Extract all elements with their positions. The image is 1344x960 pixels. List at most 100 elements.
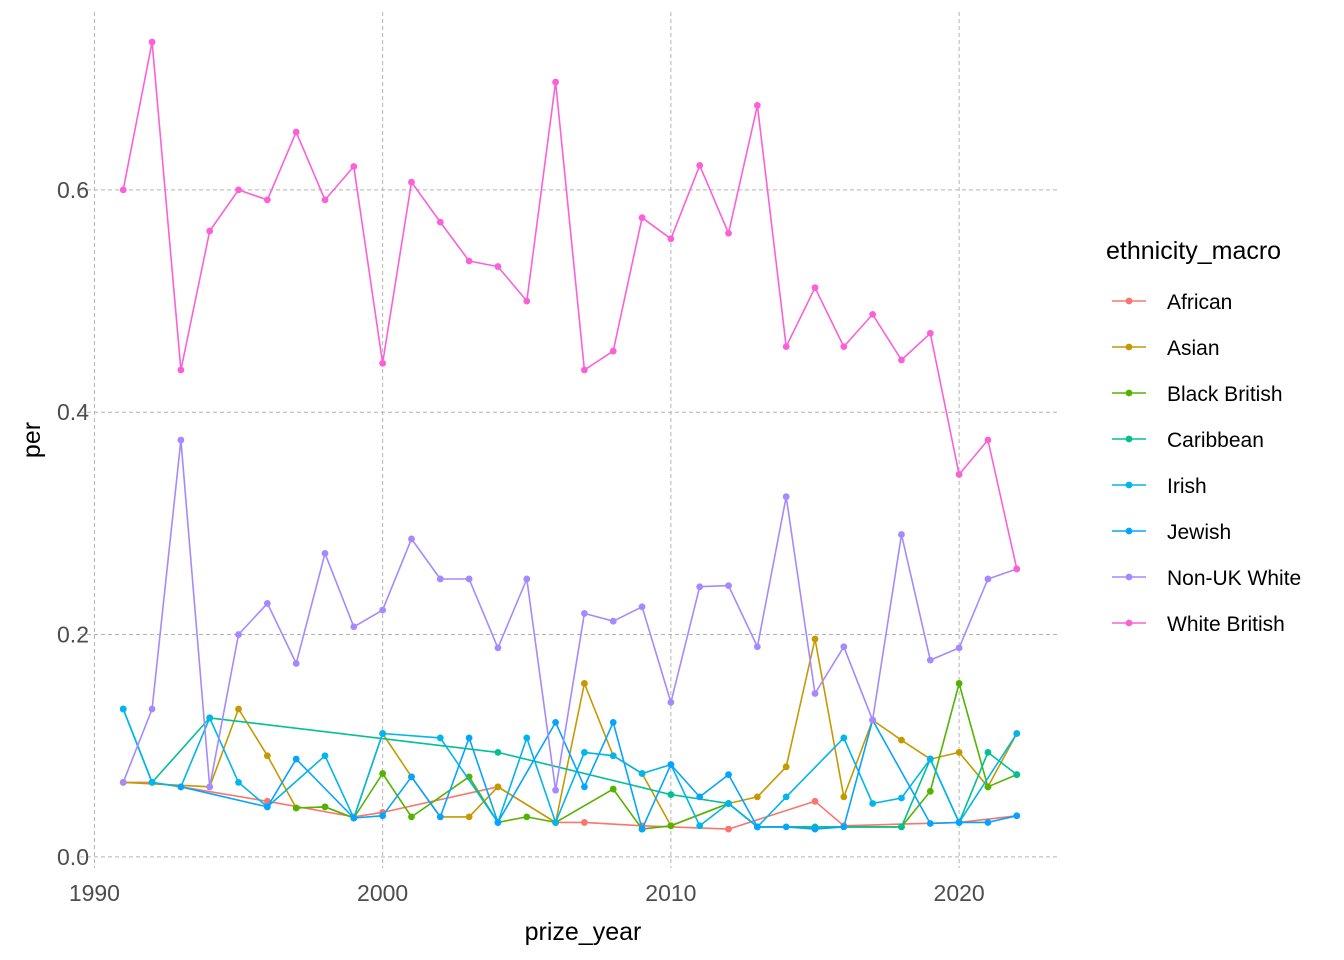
data-point-white-british xyxy=(753,101,761,109)
legend-title: ethnicity_macro xyxy=(1106,237,1281,265)
legend-item-african: African xyxy=(1112,291,1232,314)
data-point-irish xyxy=(119,705,127,713)
legend-key-point xyxy=(1125,343,1133,351)
data-point-asian xyxy=(465,813,473,821)
data-point-white-british xyxy=(436,218,444,226)
data-point-irish xyxy=(609,752,617,760)
data-point-jewish xyxy=(177,783,185,791)
data-point-non-uk-white xyxy=(177,436,185,444)
series-line-white-british xyxy=(122,41,1018,570)
data-point-white-british xyxy=(782,343,790,351)
data-point-non-uk-white xyxy=(321,549,329,557)
data-point-caribbean xyxy=(898,823,905,831)
data-point-asian xyxy=(235,705,242,713)
data-point-white-british xyxy=(148,38,156,46)
data-point-irish xyxy=(321,752,329,760)
data-point-asian xyxy=(494,783,502,791)
series-irish xyxy=(119,705,1021,831)
data-point-white-british xyxy=(321,196,329,204)
data-point-caribbean xyxy=(984,748,992,756)
data-point-non-uk-white xyxy=(235,631,242,638)
data-point-white-british xyxy=(725,229,732,237)
data-point-white-british xyxy=(119,186,127,194)
data-point-white-british xyxy=(292,128,300,136)
data-point-african xyxy=(811,797,819,805)
data-point-non-uk-white xyxy=(955,644,963,652)
series-layer xyxy=(119,38,1021,833)
data-point-non-uk-white xyxy=(753,643,761,651)
data-point-jewish xyxy=(581,783,588,791)
data-point-irish xyxy=(696,822,704,830)
data-point-non-uk-white xyxy=(436,575,444,583)
x-tick-label: 2010 xyxy=(645,880,696,906)
data-point-non-uk-white xyxy=(869,716,877,724)
data-point-irish xyxy=(235,779,242,786)
data-point-asian xyxy=(782,763,790,771)
data-point-jewish xyxy=(350,814,358,822)
x-tick-label: 2000 xyxy=(357,880,408,906)
legend-key-point xyxy=(1125,435,1133,443)
x-axis-title: prize_year xyxy=(525,918,642,946)
legend-key-point xyxy=(1125,389,1133,397)
legend-label: Black British xyxy=(1167,383,1283,406)
data-point-non-uk-white xyxy=(840,643,848,651)
legend-item-white-british: White British xyxy=(1112,613,1285,636)
data-point-non-uk-white xyxy=(350,623,358,631)
data-point-white-british xyxy=(638,214,646,222)
data-point-black-british xyxy=(379,770,387,777)
data-point-jewish xyxy=(494,819,502,826)
legend-label: Asian xyxy=(1167,337,1220,360)
data-point-african xyxy=(725,825,732,833)
legend-key-point xyxy=(1125,573,1133,581)
data-point-non-uk-white xyxy=(696,583,704,591)
data-point-jewish xyxy=(638,825,646,833)
data-point-white-british xyxy=(523,297,531,305)
legend-item-non-uk-white: Non-UK White xyxy=(1112,567,1301,590)
data-point-white-british xyxy=(552,78,559,86)
data-point-non-uk-white xyxy=(581,610,588,617)
data-point-asian xyxy=(811,635,819,643)
series-asian xyxy=(119,635,1021,830)
data-point-white-british xyxy=(206,227,214,235)
data-point-white-british xyxy=(840,343,848,351)
data-point-caribbean xyxy=(1013,771,1021,779)
x-axis-ticks: 1990 2000 2010 2020 xyxy=(69,880,985,906)
data-point-irish xyxy=(552,819,559,826)
data-point-black-british xyxy=(667,822,675,830)
data-point-non-uk-white xyxy=(119,779,127,786)
data-point-non-uk-white xyxy=(148,705,156,713)
data-point-non-uk-white xyxy=(379,606,387,614)
y-axis-ticks: 0.0 0.2 0.4 0.6 xyxy=(57,177,89,870)
legend-key-point xyxy=(1125,481,1133,489)
legend-label: Non-UK White xyxy=(1167,567,1301,590)
data-point-white-british xyxy=(177,366,185,374)
data-point-non-uk-white xyxy=(638,603,646,611)
data-point-asian xyxy=(840,793,848,801)
data-point-jewish xyxy=(1013,812,1021,820)
x-tick-label: 1990 xyxy=(69,880,120,906)
data-point-white-british xyxy=(581,366,588,374)
data-point-non-uk-white xyxy=(926,656,934,664)
data-point-jewish xyxy=(696,793,704,801)
data-point-jewish xyxy=(926,820,934,827)
data-point-black-british xyxy=(926,787,934,795)
data-point-non-uk-white xyxy=(667,698,675,706)
data-point-white-british xyxy=(811,284,819,292)
data-point-white-british xyxy=(465,257,473,265)
data-point-jewish xyxy=(552,718,559,726)
data-point-irish xyxy=(523,734,531,742)
data-point-black-british xyxy=(984,783,992,791)
data-point-white-british xyxy=(494,263,502,270)
data-point-irish xyxy=(436,734,444,742)
data-point-jewish xyxy=(811,825,819,833)
data-point-white-british xyxy=(379,359,387,367)
series-line-black-british xyxy=(296,682,1018,830)
series-line-jewish xyxy=(180,719,1017,830)
data-point-irish xyxy=(379,730,387,737)
series-caribbean xyxy=(119,705,1021,831)
data-point-caribbean xyxy=(494,748,502,756)
y-tick-label: 0.6 xyxy=(57,177,89,203)
data-point-irish xyxy=(926,755,934,763)
data-point-non-uk-white xyxy=(206,783,214,791)
